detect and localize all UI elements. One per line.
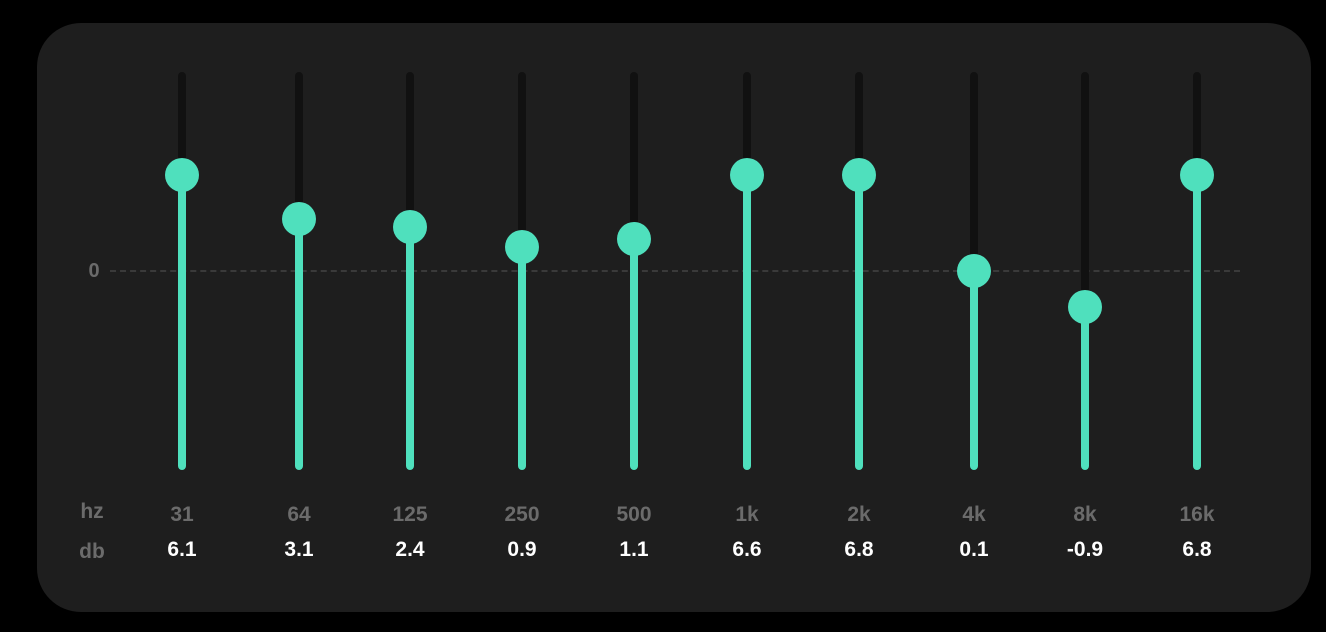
band-frequency-label: 1k: [735, 503, 759, 526]
band-gain-value: 2.4: [395, 538, 425, 561]
band-frequency-label: 250: [504, 503, 540, 526]
slider-knob[interactable]: [730, 158, 764, 193]
slider-knob[interactable]: [842, 158, 876, 193]
slider-track[interactable]: [1081, 72, 1089, 470]
band-frequency-label: 31: [170, 503, 194, 526]
eq-band: 2k 6.8: [829, 0, 889, 632]
eq-band: 500 1.1: [604, 0, 664, 632]
band-frequency-label: 500: [616, 503, 652, 526]
band-gain-value: 6.6: [732, 538, 762, 561]
slider-fill: [970, 271, 978, 470]
band-gain-value: 0.1: [959, 538, 989, 561]
zero-reference-line: [110, 270, 1240, 272]
slider-fill: [406, 227, 414, 470]
band-gain-value: 3.1: [284, 538, 314, 561]
band-gain-value: 6.8: [844, 538, 874, 561]
slider-knob[interactable]: [505, 230, 539, 265]
slider-knob[interactable]: [393, 210, 427, 245]
slider-knob[interactable]: [165, 158, 199, 193]
zero-label: 0: [88, 260, 100, 282]
band-gain-value: -0.9: [1066, 538, 1104, 561]
band-frequency-label: 8k: [1073, 503, 1097, 526]
slider-knob[interactable]: [957, 254, 991, 288]
eq-band: 4k 0.1: [944, 0, 1004, 632]
eq-band: 31 6.1: [152, 0, 212, 632]
band-frequency-label: 16k: [1179, 503, 1215, 526]
eq-band: 125 2.4: [380, 0, 440, 632]
slider-fill: [518, 247, 526, 470]
eq-band: 8k -0.9: [1055, 0, 1115, 632]
slider-fill: [630, 239, 638, 470]
band-frequency-label: 2k: [847, 503, 871, 526]
band-frequency-label: 125: [392, 503, 428, 526]
band-frequency-label: 64: [287, 503, 311, 526]
slider-fill: [855, 175, 863, 470]
slider-fill: [1081, 306, 1089, 470]
band-gain-value: 6.1: [167, 538, 197, 561]
equalizer-panel: [37, 23, 1311, 612]
slider-knob[interactable]: [1068, 289, 1102, 324]
slider-knob[interactable]: [1180, 158, 1214, 193]
band-gain-value: 6.8: [1182, 538, 1212, 561]
slider-fill: [178, 175, 186, 470]
db-row-label: db: [79, 540, 105, 563]
slider-fill: [743, 175, 751, 470]
slider-fill: [1193, 175, 1201, 470]
eq-band: 64 3.1: [269, 0, 329, 632]
slider-knob[interactable]: [617, 222, 651, 257]
eq-band: 250 0.9: [492, 0, 552, 632]
band-frequency-label: 4k: [962, 503, 986, 526]
band-gain-value: 1.1: [619, 538, 649, 561]
eq-band: 16k 6.8: [1167, 0, 1227, 632]
slider-fill: [295, 219, 303, 470]
eq-band: 1k 6.6: [717, 0, 777, 632]
slider-knob[interactable]: [282, 202, 316, 237]
hz-row-label: hz: [80, 500, 104, 523]
band-gain-value: 0.9: [507, 538, 537, 561]
